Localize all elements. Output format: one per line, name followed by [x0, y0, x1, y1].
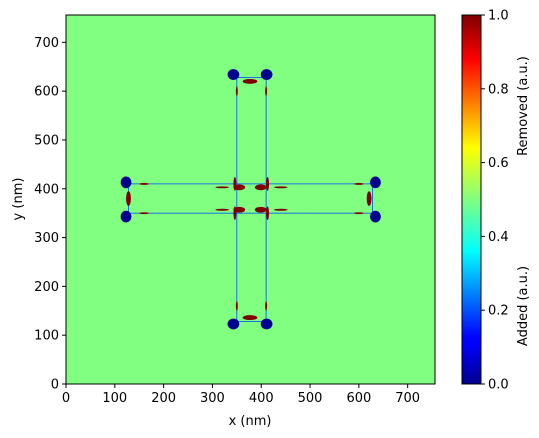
- removed-region: [265, 86, 268, 97]
- y-axis-label: y (nm): [11, 178, 26, 221]
- x-tick-label: 100: [102, 391, 127, 406]
- removed-region: [215, 208, 230, 211]
- added-region: [227, 69, 240, 80]
- colorbar-tick-label: 0.8: [488, 82, 509, 97]
- colorbar-ticks: 0.0 0.2 0.4 0.6 0.8 1.0: [481, 9, 509, 393]
- removed-region: [266, 206, 270, 221]
- removed-region: [254, 206, 267, 213]
- y-tick-label: 600: [34, 85, 59, 100]
- y-tick-label: 500: [34, 133, 59, 148]
- added-region: [370, 176, 381, 189]
- removed-region: [233, 206, 246, 213]
- removed-region: [235, 86, 238, 97]
- y-tick-label: 400: [34, 182, 59, 197]
- removed-region: [242, 78, 258, 84]
- removed-region: [235, 301, 238, 311]
- x-axis-ticks: 0 100 200 300 400 500 600 700: [62, 384, 420, 406]
- y-tick-label: 100: [34, 329, 59, 344]
- colorbar-tick-label: 1.0: [488, 9, 509, 24]
- removed-region: [233, 177, 237, 191]
- removed-region: [366, 191, 372, 206]
- y-tick-label: 200: [34, 280, 59, 295]
- colorbar-tick-label: 0.4: [488, 230, 509, 245]
- added-region: [260, 69, 273, 80]
- colorbar-label-removed: Removed (a.u.): [516, 56, 531, 156]
- x-tick-label: 700: [395, 391, 420, 406]
- heatmap-background: [66, 15, 435, 384]
- y-tick-label: 0: [51, 378, 59, 393]
- added-region: [227, 318, 240, 330]
- removed-region: [215, 186, 230, 189]
- y-tick-label: 700: [34, 36, 59, 51]
- added-region: [370, 210, 381, 223]
- removed-region: [139, 212, 149, 215]
- x-axis-label: x (nm): [229, 414, 272, 429]
- colorbar-label-added: Added (a.u.): [516, 266, 531, 346]
- cross-vertical-arm-outline: [236, 77, 267, 322]
- colorbar-tick-label: 0.2: [488, 304, 509, 319]
- plot-frame: [65, 14, 436, 385]
- removed-region: [242, 315, 258, 321]
- removed-region: [254, 184, 267, 191]
- y-axis-ticks: 0 100 200 300 400 500 600 700: [34, 36, 66, 393]
- removed-region: [265, 301, 268, 311]
- added-region: [120, 176, 132, 189]
- removed-region: [353, 182, 364, 185]
- heatmap-regions: [120, 69, 381, 330]
- removed-region: [233, 184, 246, 191]
- removed-region: [139, 182, 149, 185]
- added-region: [260, 318, 273, 330]
- removed-region: [353, 212, 364, 215]
- removed-region: [273, 186, 288, 189]
- added-region: [120, 210, 132, 223]
- x-tick-label: 500: [298, 391, 323, 406]
- y-tick-label: 300: [34, 231, 59, 246]
- colorbar-tick-label: 0.0: [488, 378, 509, 393]
- x-tick-label: 400: [249, 391, 274, 406]
- removed-region: [266, 177, 270, 191]
- colorbar: [461, 14, 482, 385]
- x-tick-label: 300: [200, 391, 225, 406]
- removed-region: [233, 206, 237, 221]
- removed-region: [273, 208, 288, 211]
- removed-region: [126, 191, 131, 206]
- colorbar-tick-label: 0.6: [488, 156, 509, 171]
- x-tick-label: 0: [62, 391, 70, 406]
- x-tick-label: 200: [151, 391, 176, 406]
- x-tick-label: 600: [346, 391, 371, 406]
